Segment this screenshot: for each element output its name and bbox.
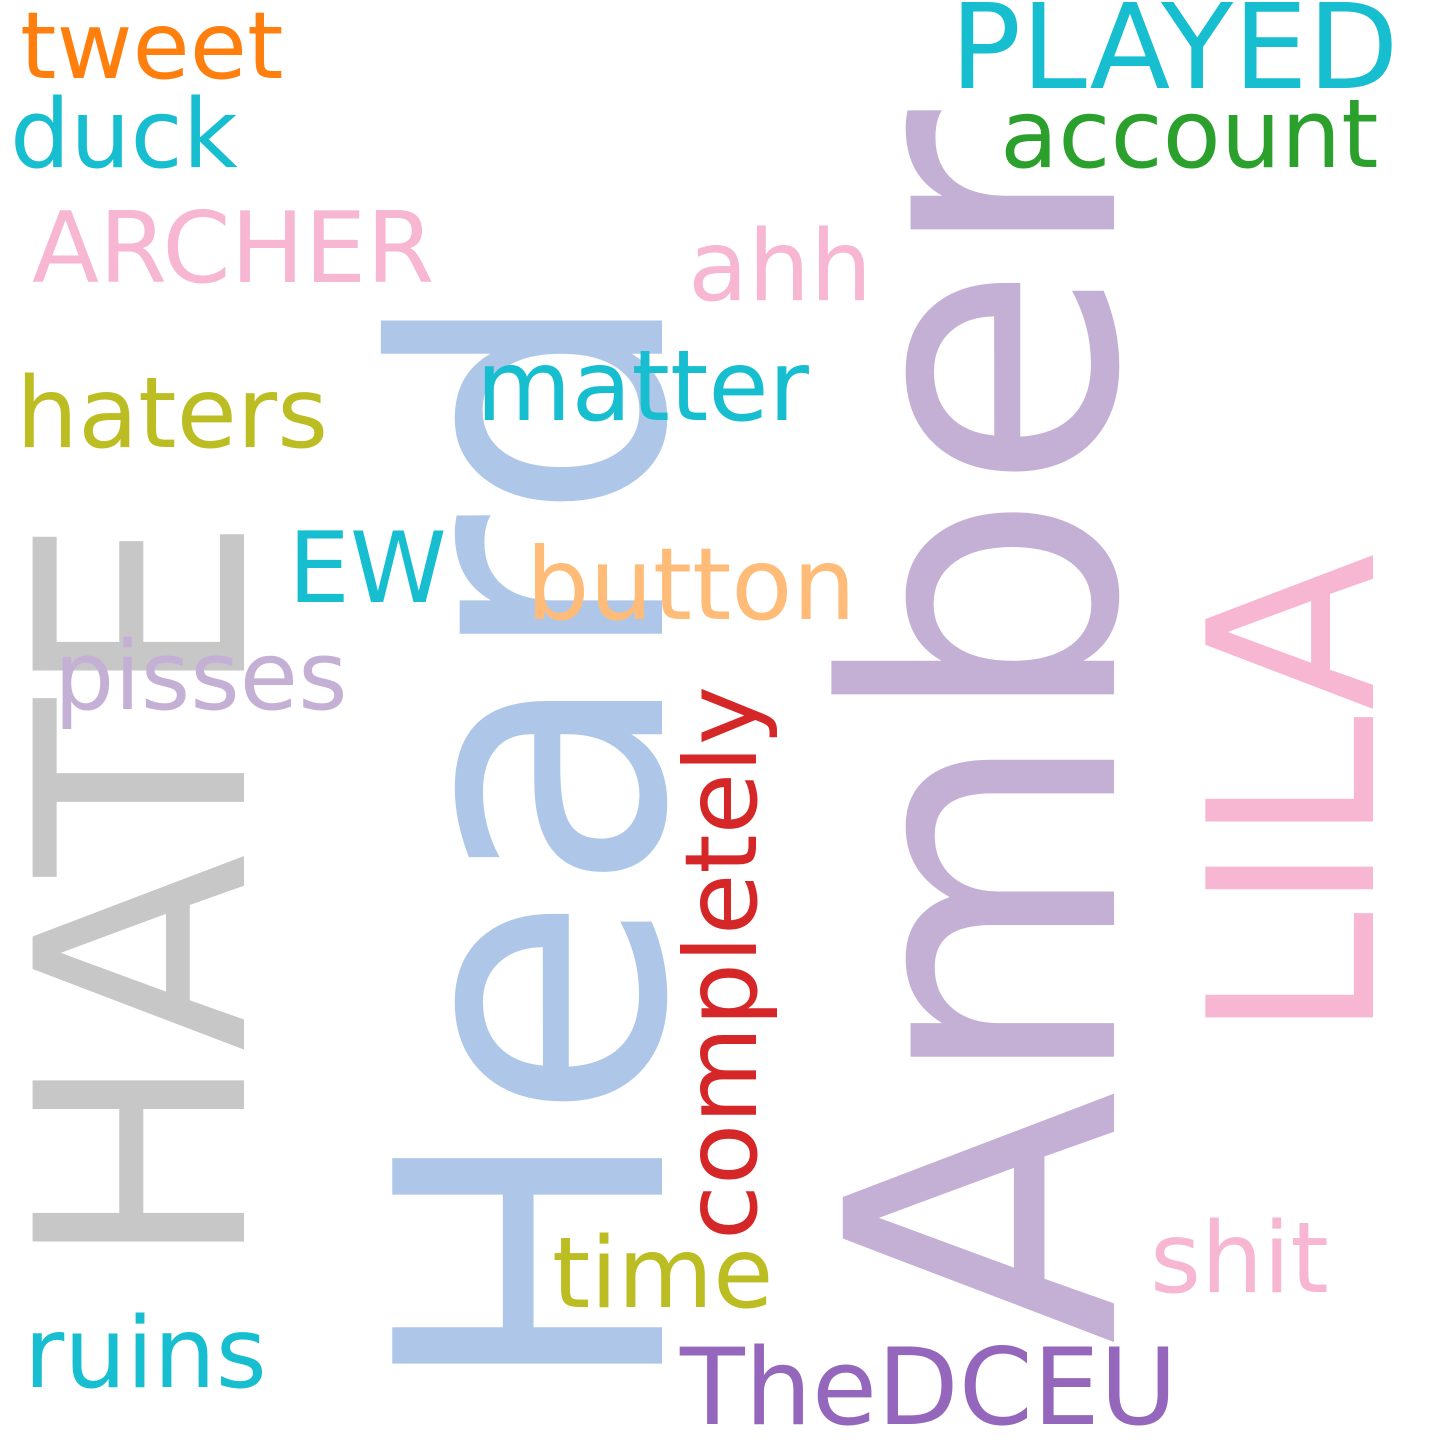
word-tweet: tweet — [20, 0, 284, 100]
word-haters: haters — [16, 357, 329, 471]
word-duck: duck — [10, 80, 238, 190]
word-lila: LILA — [1161, 553, 1428, 1040]
word-matter: matter — [476, 330, 809, 444]
word-thedceu: TheDCEU — [680, 1326, 1178, 1449]
word-completely: completely — [663, 685, 780, 1240]
word-account: account — [1000, 80, 1379, 190]
word-time: time — [552, 1217, 774, 1331]
word-shit: shit — [1150, 1202, 1329, 1316]
word-ruins: ruins — [24, 1297, 267, 1411]
word-ew: EW — [288, 512, 447, 626]
word-ahh: ahh — [688, 210, 873, 324]
word-played: PLAYED — [950, 0, 1399, 116]
word-pisses: pisses — [54, 622, 348, 732]
word-archer: ARCHER — [32, 192, 435, 306]
word-button: button — [526, 526, 856, 643]
